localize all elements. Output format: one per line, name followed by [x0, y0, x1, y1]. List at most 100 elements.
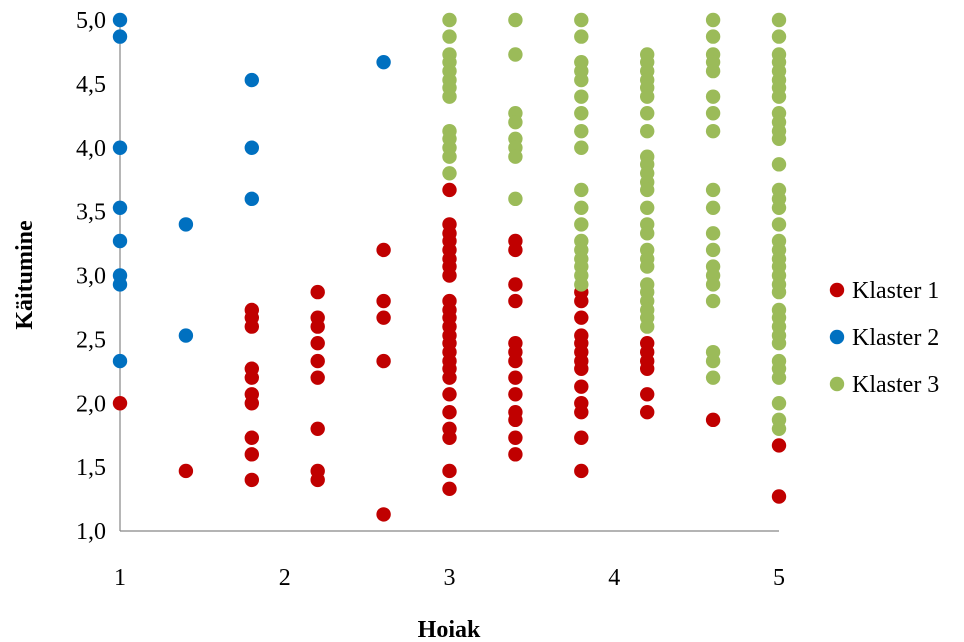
data-point [508, 430, 523, 445]
data-point [574, 29, 589, 44]
data-point [508, 47, 523, 62]
data-point [244, 72, 259, 88]
data-point [442, 370, 457, 385]
data-point [771, 131, 787, 147]
data-point [640, 387, 655, 402]
data-point [244, 447, 259, 462]
data-point [771, 370, 787, 385]
data-point [574, 12, 589, 28]
data-point [640, 404, 655, 420]
data-point [771, 284, 787, 300]
data-point [442, 12, 457, 28]
data-point [178, 217, 194, 232]
data-point [244, 430, 259, 445]
data-point [442, 387, 457, 402]
data-point [574, 182, 589, 198]
data-point [178, 328, 194, 343]
data-point [771, 89, 787, 104]
x-tick-label: 4 [608, 565, 620, 591]
data-point [574, 140, 589, 155]
data-point [574, 200, 589, 215]
data-point [574, 277, 589, 292]
data-point [310, 370, 325, 385]
data-point [442, 463, 457, 479]
data-point [705, 106, 721, 121]
legend-marker [829, 376, 845, 392]
data-point [640, 226, 655, 241]
data-point [705, 29, 721, 44]
y-tick-label: 3,5 [76, 200, 106, 226]
data-point [771, 396, 787, 411]
y-tick-label: 4,5 [76, 72, 106, 98]
data-point [112, 353, 128, 369]
data-point [112, 277, 128, 292]
y-tick-label: 1,5 [76, 455, 106, 481]
data-point [771, 29, 787, 44]
data-point [574, 106, 589, 121]
data-point [112, 396, 128, 411]
series-klaster-1 [112, 182, 787, 522]
data-point [574, 463, 589, 479]
data-point [640, 319, 655, 334]
data-point [442, 89, 457, 104]
legend-item: Klaster 1 [829, 278, 939, 304]
data-point [442, 29, 457, 44]
data-point [244, 191, 259, 207]
data-point [508, 277, 523, 292]
data-point [112, 233, 128, 249]
x-tick-label: 5 [773, 565, 785, 591]
data-point [574, 404, 589, 420]
data-point [310, 421, 325, 436]
data-point [771, 200, 787, 215]
data-point [376, 507, 391, 522]
x-tick-labels: 1 2 3 4 5 [114, 565, 785, 591]
data-point [771, 12, 787, 28]
data-point [574, 430, 589, 445]
x-tick-label: 2 [279, 565, 291, 591]
legend-label: Klaster 2 [852, 325, 939, 351]
data-point [508, 242, 523, 258]
data-point [310, 472, 325, 488]
y-tick-label: 3,0 [76, 264, 106, 290]
data-point [640, 259, 655, 274]
data-point [442, 268, 457, 283]
legend-marker [829, 329, 845, 345]
data-point [640, 182, 655, 198]
data-point [705, 370, 721, 385]
legend: Klaster 1 Klaster 2 Klaster 3 [829, 278, 939, 398]
data-point [442, 182, 457, 198]
data-point [771, 157, 787, 172]
data-point [508, 412, 523, 428]
data-point [771, 421, 787, 436]
y-axis-title: Käitumine [12, 220, 38, 330]
data-point [640, 123, 655, 139]
legend-item: Klaster 2 [829, 325, 939, 351]
data-point [112, 140, 128, 155]
series-klaster-2 [112, 12, 391, 369]
data-point [376, 242, 391, 258]
data-point [705, 12, 721, 28]
data-point [640, 200, 655, 215]
y-tick-labels: 1,0 1,5 2,0 2,5 3,0 3,5 4,0 4,5 5,0 [76, 8, 106, 545]
data-point [508, 387, 523, 402]
data-point [178, 463, 194, 479]
data-point [574, 217, 589, 232]
data-point [574, 293, 589, 309]
data-point [574, 310, 589, 325]
data-point [310, 284, 325, 300]
data-point [705, 412, 721, 428]
data-point [771, 336, 787, 351]
data-point [640, 106, 655, 121]
data-points [112, 12, 787, 522]
data-point [244, 370, 259, 385]
data-point [442, 404, 457, 420]
data-point [705, 123, 721, 139]
data-point [574, 89, 589, 104]
data-point [508, 115, 523, 130]
data-point [376, 310, 391, 325]
data-point [112, 200, 128, 215]
data-point [244, 319, 259, 334]
x-tick-label: 1 [114, 565, 126, 591]
data-point [771, 489, 787, 504]
